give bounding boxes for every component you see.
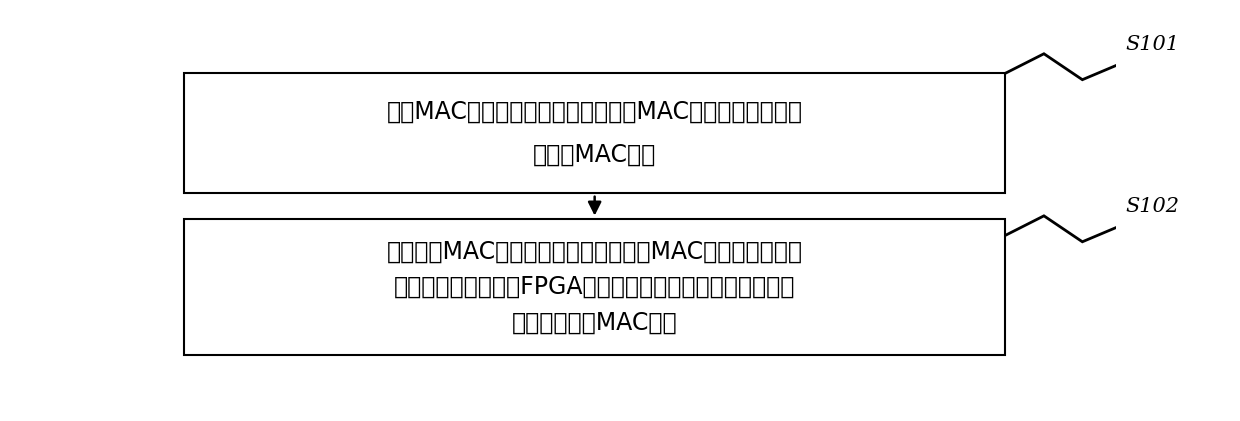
Text: 括目标MAC地址: 括目标MAC地址	[533, 143, 656, 167]
Text: 根据所述MAC地址配置指令将所述目标MAC地址写入预设存: 根据所述MAC地址配置指令将所述目标MAC地址写入预设存	[387, 240, 802, 264]
Text: 储空间内，以使所述FPGA加速卡通过读取所述预设存储空间: 储空间内，以使所述FPGA加速卡通过读取所述预设存储空间	[394, 275, 795, 299]
Text: S102: S102	[1126, 197, 1179, 216]
Bar	[184, 73, 1006, 193]
Bar	[184, 219, 1006, 355]
Text: 接收MAC地址配置指令；其中，所述MAC地址配置指令中包: 接收MAC地址配置指令；其中，所述MAC地址配置指令中包	[387, 100, 802, 124]
Text: S101: S101	[1126, 35, 1179, 54]
Text: 加载所述目标MAC地址: 加载所述目标MAC地址	[512, 311, 677, 335]
